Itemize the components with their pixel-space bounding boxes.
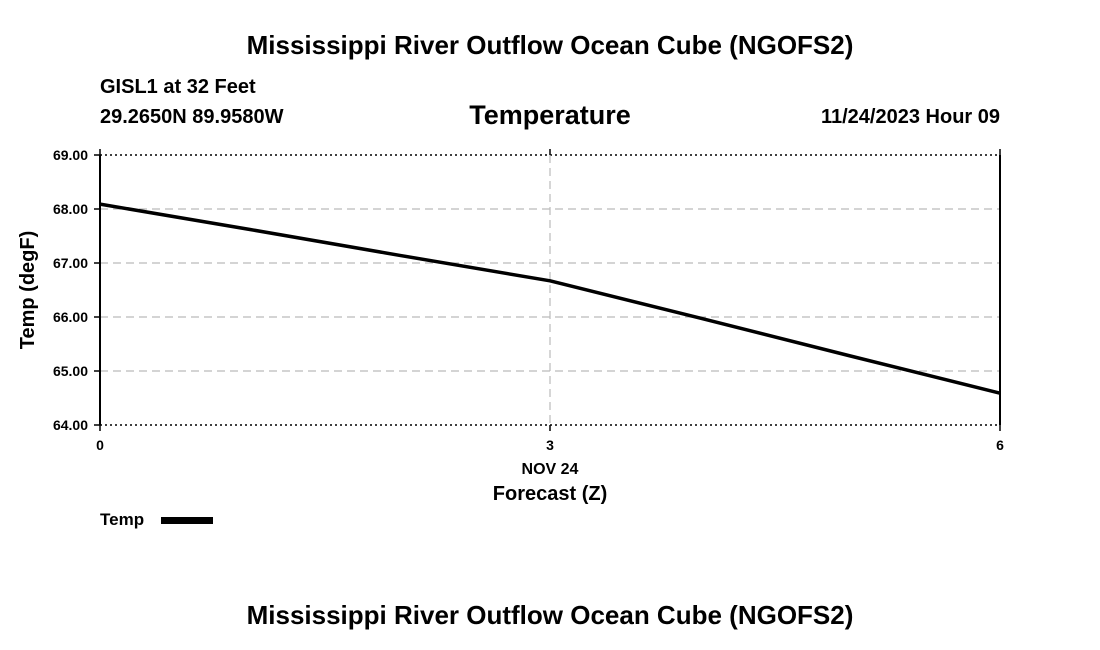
datetime-label: 11/24/2023 Hour 09 [820, 106, 1000, 128]
footer-title: Mississippi River Outflow Ocean Cube (NG… [246, 600, 854, 630]
series-layer [99, 202, 1001, 395]
coordinates-label: 29.2650N 89.9580W [100, 106, 284, 128]
x-tick-label: 6 [996, 437, 1004, 453]
legend-swatch [161, 517, 213, 524]
legend-label: Temp [100, 510, 144, 529]
variable-title: Temperature [469, 100, 631, 130]
y-tick-label: 66.00 [53, 309, 88, 325]
y-tick-label: 65.00 [53, 363, 88, 379]
y-axis-title: Temp (degF) [17, 231, 39, 350]
y-tick-label: 67.00 [53, 255, 88, 271]
x-tick-label: 0 [96, 437, 104, 453]
y-tick-label: 69.00 [53, 147, 88, 163]
y-tick-label: 68.00 [53, 201, 88, 217]
series-line-temp [99, 202, 1001, 395]
x-axis-title: Forecast (Z) [493, 483, 607, 505]
chart-main-title: Mississippi River Outflow Ocean Cube (NG… [246, 30, 854, 60]
y-tick-label: 64.00 [53, 417, 88, 433]
station-label: GISL1 at 32 Feet [100, 76, 256, 98]
x-tick-label: 3 [546, 437, 554, 453]
grid-layer [100, 154, 1000, 426]
legend: Temp [100, 510, 213, 529]
axes-layer: 64.00 65.00 66.00 67.00 68.00 69.00 0 3 NOV 24 6 F… [17, 147, 1004, 505]
x-tick-date-label: NOV 24 [522, 461, 579, 478]
